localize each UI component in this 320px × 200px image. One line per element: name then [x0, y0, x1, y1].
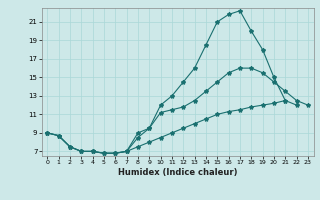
- X-axis label: Humidex (Indice chaleur): Humidex (Indice chaleur): [118, 168, 237, 177]
